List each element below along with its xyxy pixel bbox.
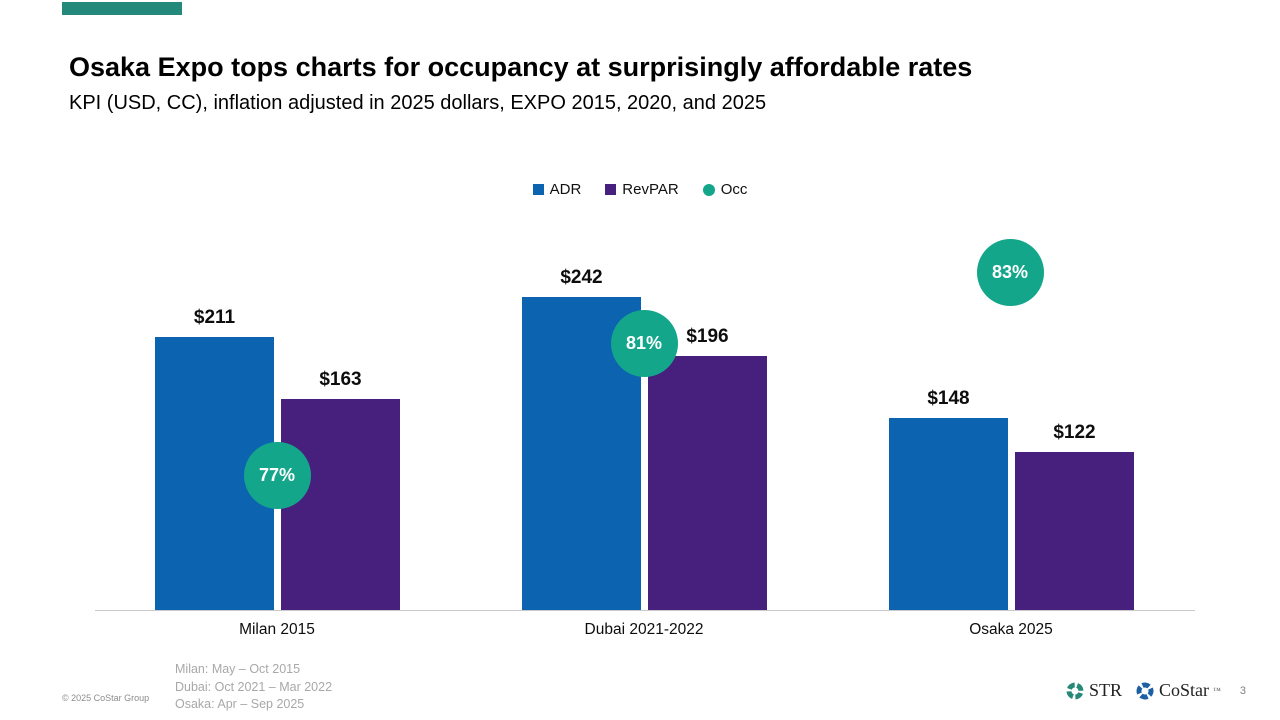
footnote-osaka: Osaka: Apr – Sep 2025 [175,697,305,711]
occ-marker-2: 83% [976,238,1044,306]
str-logo-text: STR [1089,680,1123,700]
legend-label-revpar: RevPAR [622,181,679,198]
occ-marker-0: 77% [243,441,311,509]
footnotes: Milan: May – Oct 2015 Dubai: Oct 2021 – … [175,661,332,714]
revpar-legend-marker [605,184,617,195]
category-label-2: Osaka 2025 [969,621,1053,638]
costar-pinwheel-icon [1136,682,1154,699]
costar-logo: CoStar ™ [1135,680,1221,701]
occ-marker-1: 81% [610,309,678,377]
slide-subtitle: KPI (USD, CC), inflation adjusted in 202… [69,92,767,114]
bar-value-label-adr-1: $242 [560,267,603,288]
page-number: 3 [1239,684,1246,697]
legend-label-adr: ADR [549,181,582,198]
footnote-milan: Milan: May – Oct 2015 [175,662,301,676]
bar-revpar-1 [648,356,767,610]
bar-adr-2 [889,418,1008,610]
bar-revpar-0 [281,399,400,610]
legend-item-revpar: RevPAR [605,181,679,198]
str-pinwheel-icon [1066,682,1084,699]
bar-value-label-revpar-1: $196 [686,326,729,347]
legend-item-occ: Occ [702,181,748,198]
bar-value-label-adr-0: $211 [193,307,236,328]
category-label-1: Dubai 2021-2022 [584,621,704,638]
copyright-text: © 2025 CoStar Group [62,693,150,703]
bar-value-label-adr-2: $148 [927,388,970,409]
costar-logo-text: CoStar [1159,680,1210,700]
category-label-0: Milan 2015 [239,621,315,638]
footer-logos: STR CoStar ™ 3 [1065,680,1246,701]
legend-label-occ: Occ [720,181,748,198]
brand-accent-bar [62,2,182,15]
slide-title: Osaka Expo tops charts for occupancy at … [69,52,973,82]
str-logo: STR [1065,680,1122,701]
bar-value-label-revpar-2: $122 [1053,422,1096,443]
chart-legend: ADR RevPAR Occ [0,181,1280,198]
occ-legend-marker [702,183,715,196]
x-axis-line [95,610,1195,611]
trademark-symbol: ™ [1213,686,1221,695]
bar-value-label-revpar-0: $163 [319,369,362,390]
adr-legend-marker [532,184,544,195]
legend-item-adr: ADR [532,181,582,198]
bar-revpar-2 [1015,452,1134,610]
footnote-dubai: Dubai: Oct 2021 – Mar 2022 [175,679,333,694]
